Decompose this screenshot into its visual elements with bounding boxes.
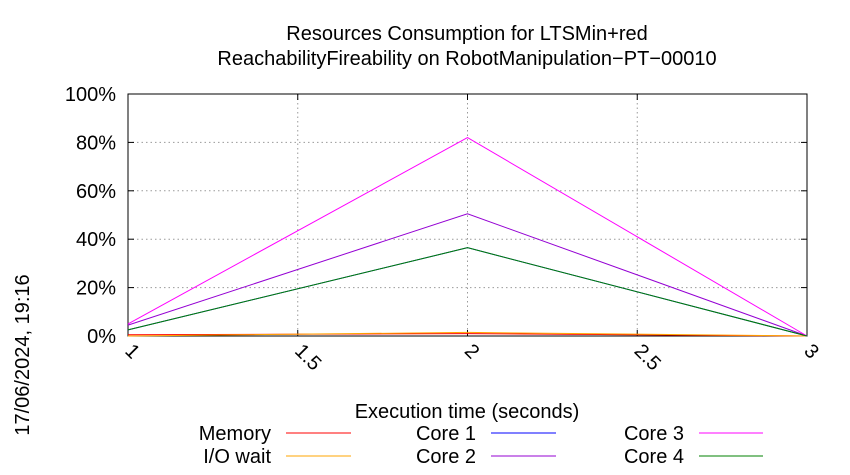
- legend-label-core-3: Core 3: [624, 423, 684, 445]
- legend-label-core-2: Core 2: [416, 446, 476, 468]
- series-lines: [127, 137, 808, 337]
- x-tick-label: 1: [120, 340, 143, 363]
- y-tick-label: 0%: [87, 326, 116, 348]
- x-tick-label: 3: [799, 340, 822, 363]
- legend-label-i-o-wait: I/O wait: [203, 446, 271, 468]
- y-axis-ticks: 0% 20% 40% 60% 80% 100%: [65, 84, 807, 348]
- series-line-core-4: [127, 247, 808, 337]
- series-line-core-3: [127, 137, 808, 337]
- x-axis-ticks: 1 1.5 2 2.5 3: [120, 94, 823, 375]
- y-tick-label: 60%: [76, 181, 116, 203]
- legend-label-core-4: Core 4: [624, 446, 684, 468]
- y-tick-label: 40%: [76, 229, 116, 251]
- chart-subtitle: ReachabilityFireability on RobotManipula…: [217, 48, 716, 70]
- legend-label-core-1: Core 1: [416, 423, 476, 445]
- x-tick-label: 2.5: [630, 340, 665, 375]
- series-line-core-2: [127, 213, 808, 337]
- legend-label-memory: Memory: [199, 423, 271, 445]
- timestamp: 17/06/2024, 19:16: [12, 274, 34, 435]
- series-line-i-o-wait: [127, 331, 808, 337]
- chart-title: Resources Consumption for LTSMin+red: [286, 23, 647, 45]
- x-tick-label: 1.5: [290, 340, 325, 375]
- plot-frame: [127, 93, 808, 337]
- x-axis-label: Execution time (seconds): [355, 401, 580, 423]
- y-tick-label: 80%: [76, 132, 116, 154]
- y-tick-label: 20%: [76, 278, 116, 300]
- y-tick-label: 100%: [65, 84, 116, 106]
- x-tick-label: 2: [460, 340, 483, 363]
